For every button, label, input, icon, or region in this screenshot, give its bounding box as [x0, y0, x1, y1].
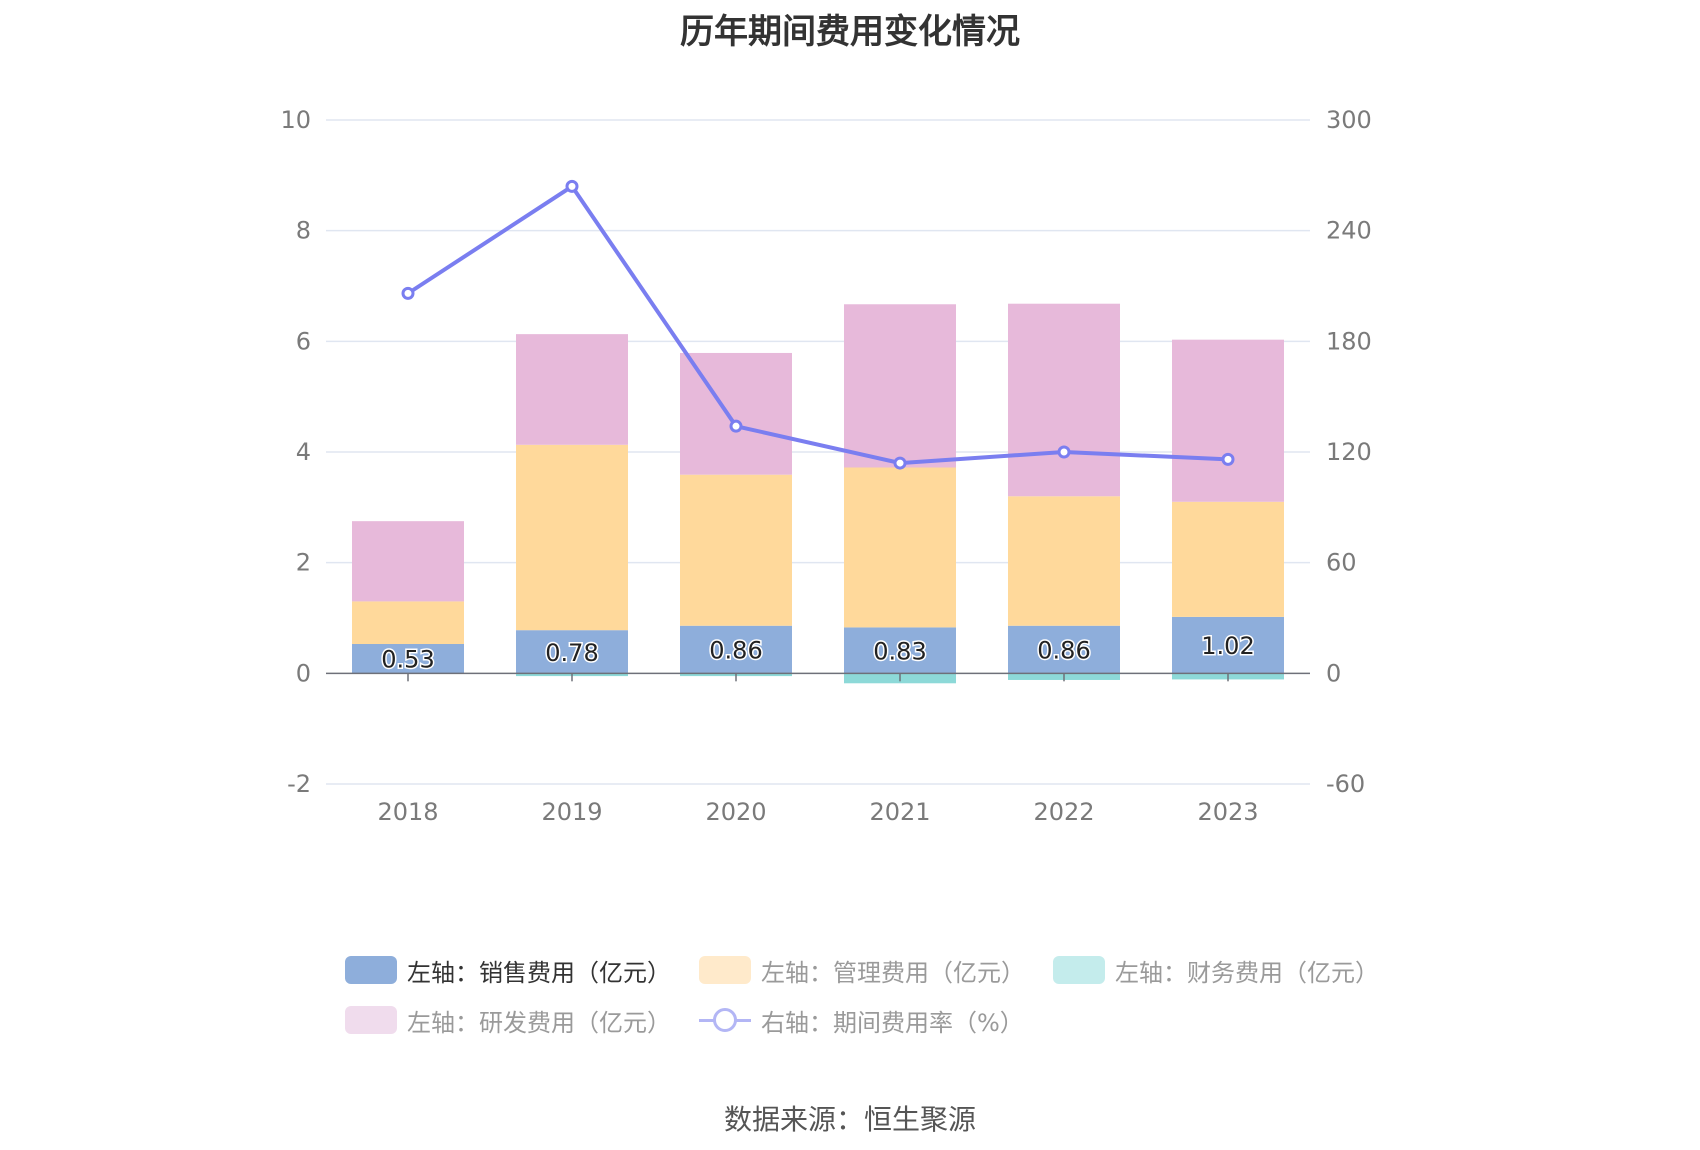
bar-segment — [516, 334, 628, 445]
y-left-tick-label: 4 — [296, 438, 311, 466]
bar-segment — [1008, 625, 1120, 674]
bar-segment — [680, 625, 792, 674]
data-label: 0.83 — [873, 637, 926, 665]
x-tick-label: 2023 — [1197, 798, 1258, 826]
rate-point — [729, 419, 743, 433]
bar-segment — [844, 627, 956, 674]
bar-segment — [844, 467, 956, 628]
x-tick-label: 2019 — [541, 798, 602, 826]
rate-line — [406, 183, 1229, 466]
chart-area: -2 -60 0 0 2 60 4 120 6 180 8 240 10 300 2018 2019 2020 2… — [280, 106, 1372, 826]
legend-swatch — [699, 956, 751, 984]
legend-row: 左轴：研发费用（亿元） 右轴：期间费用率（%） — [345, 998, 1445, 1042]
rate-point — [1221, 452, 1235, 466]
legend-swatch — [345, 956, 397, 984]
legend-item[interactable]: 左轴：销售费用（亿元） — [345, 953, 671, 988]
y-left-tick-label: -2 — [287, 770, 311, 798]
legend-line-swatch — [699, 1006, 751, 1034]
bar-segment — [516, 630, 628, 674]
bar-segment — [1008, 303, 1120, 497]
x-tick-label: 2020 — [705, 798, 766, 826]
legend-item[interactable]: 左轴：财务费用（亿元） — [1053, 953, 1379, 988]
rate-point — [1057, 445, 1071, 459]
y-right-tick-label: -60 — [1326, 770, 1365, 798]
legend-label: 左轴：销售费用（亿元） — [407, 958, 671, 987]
y-right-tick-label: 0 — [1326, 659, 1341, 687]
bar-segment — [1008, 496, 1120, 626]
data-label: 0.78 — [545, 639, 598, 667]
legend-swatch — [345, 1006, 397, 1034]
bar-segment — [1172, 616, 1284, 674]
y-right-tick-label: 60 — [1326, 549, 1357, 577]
x-tick-label: 2022 — [1033, 798, 1094, 826]
data-label: 0.86 — [1037, 637, 1090, 665]
y-right-tick-label: 180 — [1326, 327, 1372, 355]
legend-row: 左轴：销售费用（亿元） 左轴：管理费用（亿元） 左轴：财务费用（亿元） — [345, 948, 1445, 992]
bar-segment — [352, 601, 464, 645]
data-label: 0.86 — [709, 637, 762, 665]
rate-point — [565, 179, 579, 193]
y-right-tick-label: 300 — [1326, 106, 1372, 134]
legend-label: 左轴：研发费用（亿元） — [407, 1008, 671, 1037]
data-label: 0.53 — [381, 646, 434, 674]
y-left-tick-label: 8 — [296, 217, 311, 245]
bar-segment — [516, 444, 628, 631]
bar-segment — [1172, 339, 1284, 502]
rate-point — [401, 286, 415, 300]
source-note: 数据来源：恒生聚源 — [723, 1103, 976, 1136]
bar-segment — [680, 474, 792, 626]
y-left-tick-label: 6 — [296, 327, 311, 355]
bar-segment — [844, 304, 956, 468]
legend-label: 左轴：管理费用（亿元） — [761, 958, 1025, 987]
legend-item[interactable]: 左轴：管理费用（亿元） — [699, 953, 1025, 988]
legend-label: 左轴：财务费用（亿元） — [1115, 958, 1379, 987]
rate-point — [893, 456, 907, 470]
bar-segment — [352, 521, 464, 602]
bar-segment — [1172, 501, 1284, 617]
y-right-tick-label: 240 — [1326, 217, 1372, 245]
chart-title: 历年期间费用变化情况 — [680, 12, 1020, 52]
legend-label: 右轴：期间费用率（%） — [761, 1008, 1024, 1037]
legend: 左轴：销售费用（亿元） 左轴：管理费用（亿元） 左轴：财务费用（亿元） 左轴：研发费… — [345, 948, 1445, 1048]
y-left-tick-label: 10 — [280, 106, 311, 134]
y-right-tick-label: 120 — [1326, 438, 1372, 466]
data-label: 1.02 — [1201, 632, 1254, 660]
bar-segment — [352, 644, 464, 674]
y-left-tick-label: 2 — [296, 549, 311, 577]
x-tick-label: 2021 — [869, 798, 930, 826]
legend-swatch — [1053, 956, 1105, 984]
y-left-tick-label: 0 — [296, 659, 311, 687]
legend-item[interactable]: 左轴：研发费用（亿元） — [345, 1003, 671, 1038]
legend-item[interactable]: 右轴：期间费用率（%） — [699, 1003, 1024, 1038]
x-tick-label: 2018 — [377, 798, 438, 826]
